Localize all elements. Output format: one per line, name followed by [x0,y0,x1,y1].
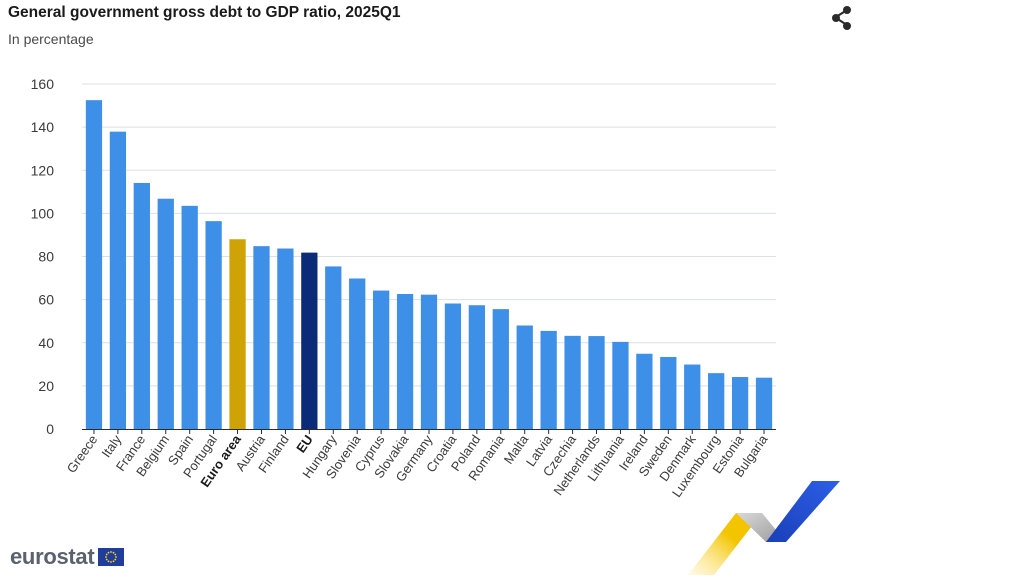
bar-croatia[interactable] [444,303,462,429]
y-tick-label: 160 [31,76,55,92]
y-tick-label: 140 [31,119,55,135]
bar-ireland[interactable] [636,353,653,429]
bar-luxembourg[interactable] [708,373,725,429]
bar-slovenia[interactable] [349,278,366,429]
share-icon [832,6,851,30]
bar-malta[interactable] [516,325,533,430]
bar-spain[interactable] [181,205,198,429]
y-tick-label: 20 [38,378,54,394]
x-tick-label: Greece [64,432,101,476]
bar-bulgaria[interactable] [755,377,773,429]
chart-title: General government gross debt to GDP rat… [8,4,401,21]
eurostat-logo: eurostat [10,544,125,570]
y-tick-label: 60 [38,292,54,308]
share-button[interactable] [828,5,856,31]
bar-romania[interactable] [492,309,509,429]
bar-slovakia[interactable] [396,294,414,429]
y-tick-label: 120 [31,162,55,178]
bar-austria[interactable] [253,246,270,429]
y-tick-label: 40 [38,335,54,351]
bar-lithuania[interactable] [612,341,629,429]
y-tick-label: 0 [46,421,54,437]
bar-poland[interactable] [468,305,485,429]
bar-greece[interactable] [85,100,103,429]
bar-euro-area[interactable] [229,239,246,429]
bar-germany[interactable] [420,294,438,429]
bar-estonia[interactable] [731,377,749,429]
bar-france[interactable] [133,182,150,429]
bar-denmark[interactable] [684,364,701,429]
bar-netherlands[interactable] [588,336,605,429]
y-tick-label: 100 [31,205,55,221]
eurostat-wordmark: eurostat [10,544,95,569]
bar-sweden[interactable] [660,356,677,429]
eu-flag-icon [98,548,125,566]
bar-belgium[interactable] [157,198,174,429]
chart-subtitle: In percentage [8,31,94,47]
bar-hungary[interactable] [325,266,342,429]
bar-portugal[interactable] [205,221,222,429]
bar-italy[interactable] [109,131,127,429]
bar-eu[interactable] [301,252,318,429]
decorative-ribbon [688,478,848,580]
bar-finland[interactable] [277,248,294,429]
bar-cyprus[interactable] [373,290,390,429]
bar-latvia[interactable] [540,330,557,429]
y-tick-label: 80 [38,249,54,265]
bar-czechia[interactable] [564,335,581,429]
